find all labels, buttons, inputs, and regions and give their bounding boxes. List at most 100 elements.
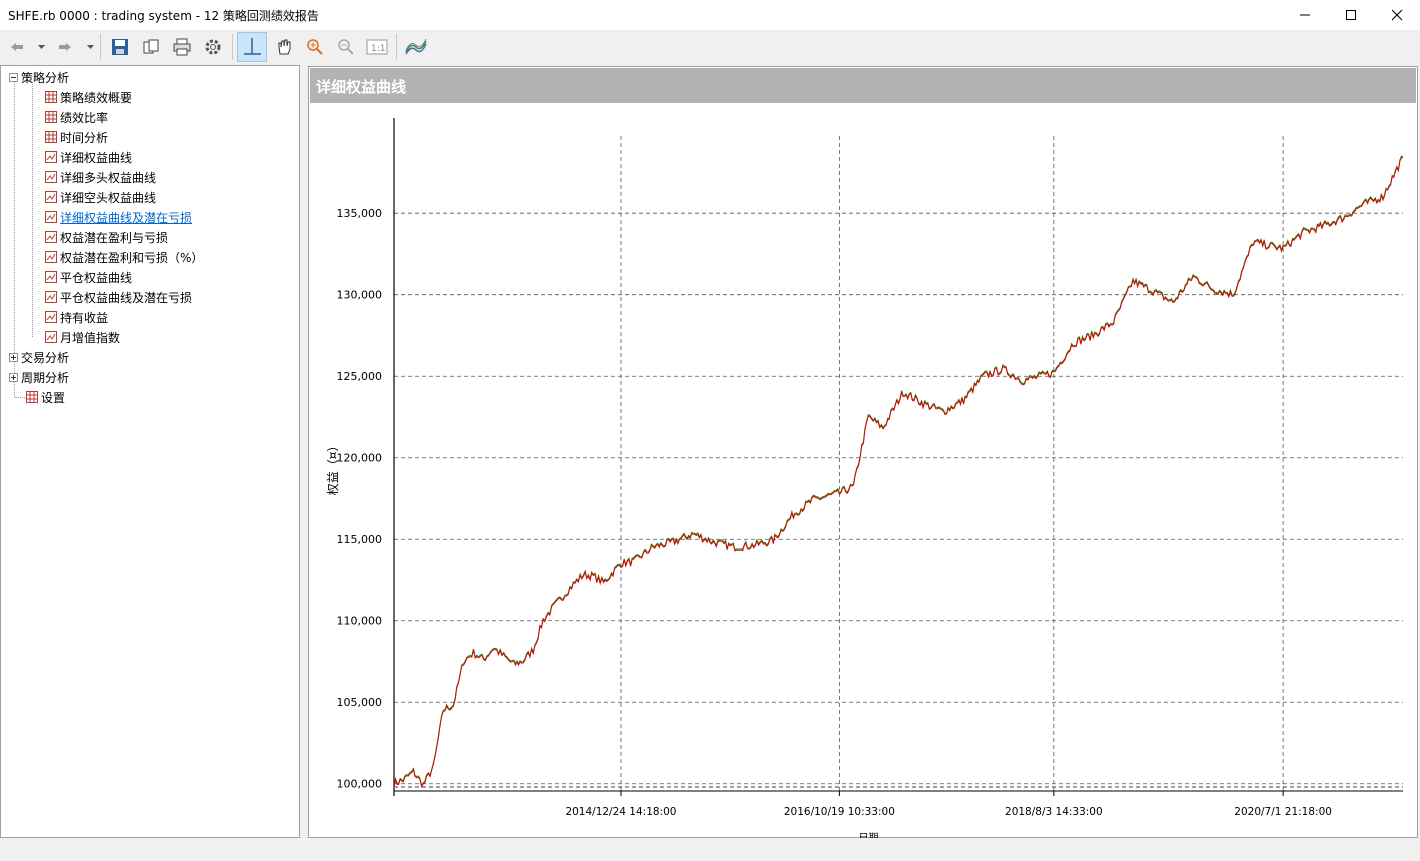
maximize-button[interactable] <box>1328 0 1374 30</box>
zoom-reset-icon: 1:1 <box>366 39 388 55</box>
close-icon <box>1391 9 1403 21</box>
svg-text:1:1: 1:1 <box>371 44 385 54</box>
zoom-out-button[interactable] <box>332 33 360 61</box>
x-tick-label: 2014/12/24 14:18:00 <box>565 806 676 818</box>
chart-icon <box>45 191 57 203</box>
chart-icon <box>45 211 57 223</box>
expand-icon[interactable] <box>9 372 18 382</box>
print-icon <box>173 38 191 56</box>
zoom-in-icon <box>307 39 323 55</box>
table-icon <box>45 111 57 123</box>
tree-item-equity-curve-drawdown[interactable]: 详细权益曲线及潜在亏损 <box>45 207 192 227</box>
y-tick-label: 105,000 <box>337 696 383 709</box>
maximize-icon <box>1346 10 1356 20</box>
table-icon <box>45 131 57 143</box>
chart-icon <box>45 251 57 263</box>
navigation-tree: 策略分析 策略绩效概要 绩效比率 时间分析 详细权益曲线 详细多头权益曲线 详细… <box>0 65 300 838</box>
tree-item-label: 详细权益曲线 <box>60 150 133 165</box>
toolbar-separator <box>396 34 397 60</box>
tree-item-label: 详细多头权益曲线 <box>60 170 157 185</box>
table-icon <box>26 391 38 403</box>
tree-item-performance-ratios[interactable]: 绩效比率 <box>45 107 108 127</box>
dropdown-icon <box>37 45 45 49</box>
tree-group-period-analysis[interactable]: 周期分析 <box>9 367 69 387</box>
zoom-in-button[interactable] <box>301 33 329 61</box>
chart-icon <box>45 171 57 183</box>
tree-item-label: 时间分析 <box>60 130 109 145</box>
expand-icon[interactable] <box>9 352 18 362</box>
y-tick-label: 100,000 <box>337 778 383 791</box>
status-bar <box>0 840 1420 861</box>
y-tick-label: 135,000 <box>337 207 383 220</box>
chart-panel: 详细权益曲线 100,000 105,000 110,000 115,000 120,0… <box>308 66 1418 838</box>
y-axis-label: 权益（¤） <box>326 440 340 496</box>
panel-header: 详细权益曲线 <box>310 68 1416 103</box>
tree-item-label: 策略绩效概要 <box>60 90 133 105</box>
x-tick-label: 2018/8/3 14:33:00 <box>1005 806 1103 818</box>
tree-connector <box>14 82 15 397</box>
tree-item-label: 权益潜在盈利与亏损 <box>60 230 169 245</box>
y-tick-label: 115,000 <box>337 533 383 546</box>
print-button[interactable] <box>168 33 196 61</box>
chart-grid <box>394 136 1403 791</box>
close-button[interactable] <box>1374 0 1420 30</box>
tree-group-label: 周期分析 <box>21 370 70 385</box>
tree-item-settings[interactable]: 设置 <box>26 387 65 407</box>
tree-item-detailed-equity-curve[interactable]: 详细权益曲线 <box>45 147 132 167</box>
y-tick-label: 110,000 <box>337 615 383 628</box>
x-tick-label: 2020/7/1 21:18:00 <box>1234 806 1332 818</box>
chart-icon <box>45 331 57 343</box>
tree-item-performance-summary[interactable]: 策略绩效概要 <box>45 87 132 107</box>
y-tick-label: 120,000 <box>337 452 383 465</box>
zoom-reset-button[interactable]: 1:1 <box>363 33 391 61</box>
chart-style-icon <box>405 38 427 55</box>
tree-group-trade-analysis[interactable]: 交易分析 <box>9 347 69 367</box>
back-icon <box>11 43 23 51</box>
crosshair-tool-button[interactable] <box>237 32 267 62</box>
x-tick-label: 2016/10/19 10:33:00 <box>784 806 895 818</box>
toolbar-separator <box>100 34 101 60</box>
equity-chart[interactable]: 100,000 105,000 110,000 115,000 120,000 125,0… <box>309 104 1417 838</box>
tree-item-long-equity-curve[interactable]: 详细多头权益曲线 <box>45 167 156 187</box>
chart-icon <box>45 151 57 163</box>
collapse-icon[interactable] <box>9 72 18 82</box>
chart-icon <box>45 291 57 303</box>
tree-item-monthly-value-index[interactable]: 月增值指数 <box>45 327 120 347</box>
back-button[interactable] <box>6 33 28 61</box>
forward-dropdown-button[interactable] <box>83 33 97 61</box>
tree-item-time-analysis[interactable]: 时间分析 <box>45 127 108 147</box>
tree-item-closed-equity-drawdown[interactable]: 平仓权益曲线及潜在亏损 <box>45 287 192 307</box>
copy-button[interactable] <box>137 33 165 61</box>
chart-style-button[interactable] <box>402 33 430 61</box>
chart-icon <box>45 231 57 243</box>
tree-item-label: 平仓权益曲线及潜在亏损 <box>60 290 193 305</box>
tree-item-holding-returns[interactable]: 持有收益 <box>45 307 108 327</box>
zoom-out-icon <box>338 39 354 55</box>
tree-item-potential-profit-loss[interactable]: 权益潜在盈利与亏损 <box>45 227 168 247</box>
tree-connector <box>32 82 33 337</box>
settings-icon <box>205 39 221 55</box>
minimize-button[interactable] <box>1282 0 1328 30</box>
tree-item-label: 权益潜在盈利和亏损（%） <box>60 250 204 265</box>
x-axis-label: 日期 <box>859 832 879 838</box>
forward-button[interactable] <box>54 33 76 61</box>
back-dropdown-button[interactable] <box>34 33 48 61</box>
tree-item-short-equity-curve[interactable]: 详细空头权益曲线 <box>45 187 156 207</box>
tree-item-closed-equity-curve[interactable]: 平仓权益曲线 <box>45 267 132 287</box>
tree-item-label: 详细空头权益曲线 <box>60 190 157 205</box>
chart-axes: 100,000 105,000 110,000 115,000 120,000 125,0… <box>337 118 1403 818</box>
minimize-icon <box>1300 14 1310 16</box>
tree-item-potential-profit-loss-percent[interactable]: 权益潜在盈利和亏损（%） <box>45 247 203 267</box>
tree-item-label: 设置 <box>41 390 66 405</box>
chart-icon <box>45 311 57 323</box>
tree-connector <box>15 397 25 398</box>
chart-icon <box>45 271 57 283</box>
tree-item-label: 月增值指数 <box>60 330 121 345</box>
tree-group-strategy-analysis[interactable]: 策略分析 <box>9 67 69 87</box>
pan-tool-button[interactable] <box>270 33 298 61</box>
save-button[interactable] <box>106 33 134 61</box>
tree-item-label: 持有收益 <box>60 310 109 325</box>
tree-group-label: 策略分析 <box>21 70 70 85</box>
window-title: SHFE.rb 0000 : trading system - 12 策略回测绩… <box>8 9 319 23</box>
settings-button[interactable] <box>199 33 227 61</box>
